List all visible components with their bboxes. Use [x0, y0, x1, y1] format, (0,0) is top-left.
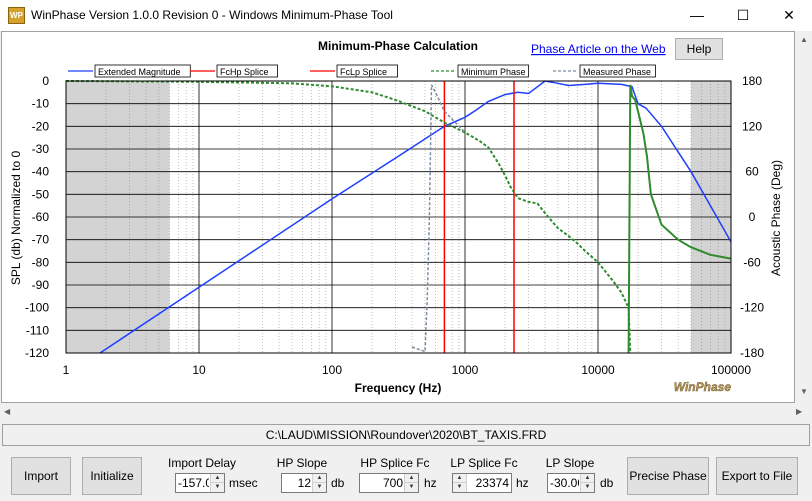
legend-box — [579, 64, 656, 78]
y-tick-label: -120 — [25, 346, 49, 360]
spin-up-icon[interactable]: ▲ — [453, 474, 466, 483]
y-tick-label: -80 — [32, 255, 50, 269]
legend-label: Minimum Phase — [461, 67, 526, 77]
y-tick-label: -70 — [32, 233, 50, 247]
precise-phase-button[interactable]: Precise Phase — [627, 457, 709, 495]
lp-splice-input[interactable] — [467, 474, 511, 492]
scroll-down-icon[interactable]: ▼ — [800, 387, 808, 396]
x-tick-label: 100000 — [711, 363, 751, 377]
spin-down-icon[interactable]: ▼ — [408, 484, 415, 490]
export-button[interactable]: Export to File — [716, 457, 798, 495]
legend-label: FcLp Splice — [340, 67, 387, 77]
lp-slope-stepper[interactable]: ▲▼ — [547, 473, 595, 493]
plot-border — [65, 80, 732, 354]
legend-box — [336, 64, 398, 78]
y2-tick-label: 120 — [742, 119, 762, 133]
phase-chart: Minimum-Phase Calculation Phase Article o… — [9, 39, 783, 395]
y-tick-label: 0 — [42, 74, 49, 88]
minimize-icon[interactable]: — — [690, 7, 704, 23]
y-tick-label: -100 — [25, 301, 49, 315]
import-delay-unit: msec — [229, 476, 258, 490]
y-tick-label: -40 — [32, 165, 50, 179]
y-axis-label: SPL (db) Normalized to 0 — [9, 151, 23, 286]
y-tick-label: -10 — [32, 97, 50, 111]
spin-up-icon[interactable]: ▲ — [405, 474, 418, 483]
y2-tick-label: 60 — [745, 165, 759, 179]
legend-label: Measured Phase — [583, 67, 651, 77]
spin-down-icon[interactable]: ▼ — [316, 484, 323, 490]
hp-splice-unit: hz — [424, 476, 437, 490]
spin-down-icon[interactable]: ▼ — [584, 484, 591, 490]
x-tick-label: 100 — [322, 363, 342, 377]
legend-label: FcHp Splice — [220, 67, 269, 77]
y2-tick-label: 180 — [742, 74, 762, 88]
window-title: WinPhase Version 1.0.0 Revision 0 - Wind… — [31, 8, 393, 22]
winphase-watermark: WinPhase — [674, 380, 732, 394]
y-tick-label: -110 — [26, 323, 49, 337]
spin-up-icon[interactable]: ▲ — [313, 474, 326, 483]
controls-bar: Import Initialize Import Delay ▲▼ msec H… — [0, 448, 812, 501]
y-tick-label: -20 — [32, 119, 50, 133]
import-delay-stepper[interactable]: ▲▼ — [175, 473, 225, 493]
spin-down-icon[interactable]: ▼ — [214, 484, 221, 490]
x-tick-label: 10 — [192, 363, 206, 377]
y-tick-label: -90 — [32, 278, 50, 292]
phase-article-link: Phase Article on the Web — [531, 42, 666, 56]
minimum-phase-series — [65, 80, 632, 354]
hp-slope-label: HP Slope — [276, 456, 328, 470]
spin-up-icon[interactable]: ▲ — [581, 474, 594, 483]
measured-phase-series — [411, 84, 466, 353]
import-delay-label: Import Delay — [167, 456, 237, 470]
plot-panel: Minimum-Phase Calculation Phase Article o… — [1, 31, 795, 403]
scroll-right-icon[interactable]: ▶ — [796, 407, 803, 416]
x-tick-label: 1 — [63, 363, 70, 377]
y-tick-label: -50 — [32, 187, 50, 201]
wp-app-icon: WP — [8, 7, 25, 24]
hp-splice-stepper[interactable]: ▲▼ — [359, 473, 419, 493]
hp-splice-label: HP Splice Fc — [360, 456, 430, 470]
import-button[interactable]: Import — [11, 457, 71, 495]
y2-tick-label: -120 — [740, 301, 764, 315]
import-delay-input[interactable] — [176, 474, 211, 492]
spin-up-icon[interactable]: ▲ — [211, 474, 224, 483]
lp-splice-stepper[interactable]: ▲ ▼ — [452, 473, 512, 493]
hp-slope-input[interactable] — [282, 474, 313, 492]
maximize-icon[interactable]: ☐ — [736, 7, 750, 23]
title-bar: WP WinPhase Version 1.0.0 Revision 0 - W… — [0, 0, 812, 31]
y-tick-label: -30 — [32, 142, 50, 156]
help-button[interactable]: Help — [675, 38, 723, 60]
y2-axis-label: Acoustic Phase (Deg) — [769, 160, 783, 276]
phase-tail-series — [627, 84, 732, 354]
y2-tick-label: -60 — [743, 255, 761, 269]
lp-slope-unit: db — [600, 476, 614, 490]
scroll-left-icon[interactable]: ◀ — [4, 407, 11, 416]
vertical-scrollbar[interactable]: ▲ ▼ — [796, 31, 812, 401]
close-icon[interactable]: ✕ — [783, 7, 795, 23]
x-axis-label: Frequency (Hz) — [355, 381, 442, 395]
legend-box — [216, 64, 278, 78]
spin-down-icon[interactable]: ▼ — [456, 484, 463, 490]
legend-label: Extended Magnitude — [98, 67, 181, 77]
lp-splice-label: LP Splice Fc — [450, 456, 518, 470]
chart-title: Minimum-Phase Calculation — [318, 39, 478, 53]
lp-splice-unit: hz — [516, 476, 529, 490]
y2-tick-label: -180 — [740, 346, 764, 360]
legend-box — [457, 64, 529, 78]
x-tick-label: 10000 — [581, 363, 615, 377]
horizontal-scrollbar[interactable]: ◀ ▶ — [0, 404, 812, 420]
hp-slope-unit: db — [331, 476, 345, 490]
initialize-button[interactable]: Initialize — [82, 457, 142, 495]
y-tick-label: -60 — [32, 210, 50, 224]
x-tick-label: 1000 — [452, 363, 479, 377]
file-path: C:\LAUD\MISSION\Roundover\2020\BT_TAXIS.… — [2, 424, 810, 446]
hp-slope-stepper[interactable]: ▲▼ — [281, 473, 327, 493]
lp-slope-label: LP Slope — [545, 456, 595, 470]
scroll-up-icon[interactable]: ▲ — [800, 35, 808, 44]
lp-slope-input[interactable] — [548, 474, 581, 492]
hp-splice-input[interactable] — [360, 474, 405, 492]
y2-tick-label: 0 — [749, 210, 756, 224]
